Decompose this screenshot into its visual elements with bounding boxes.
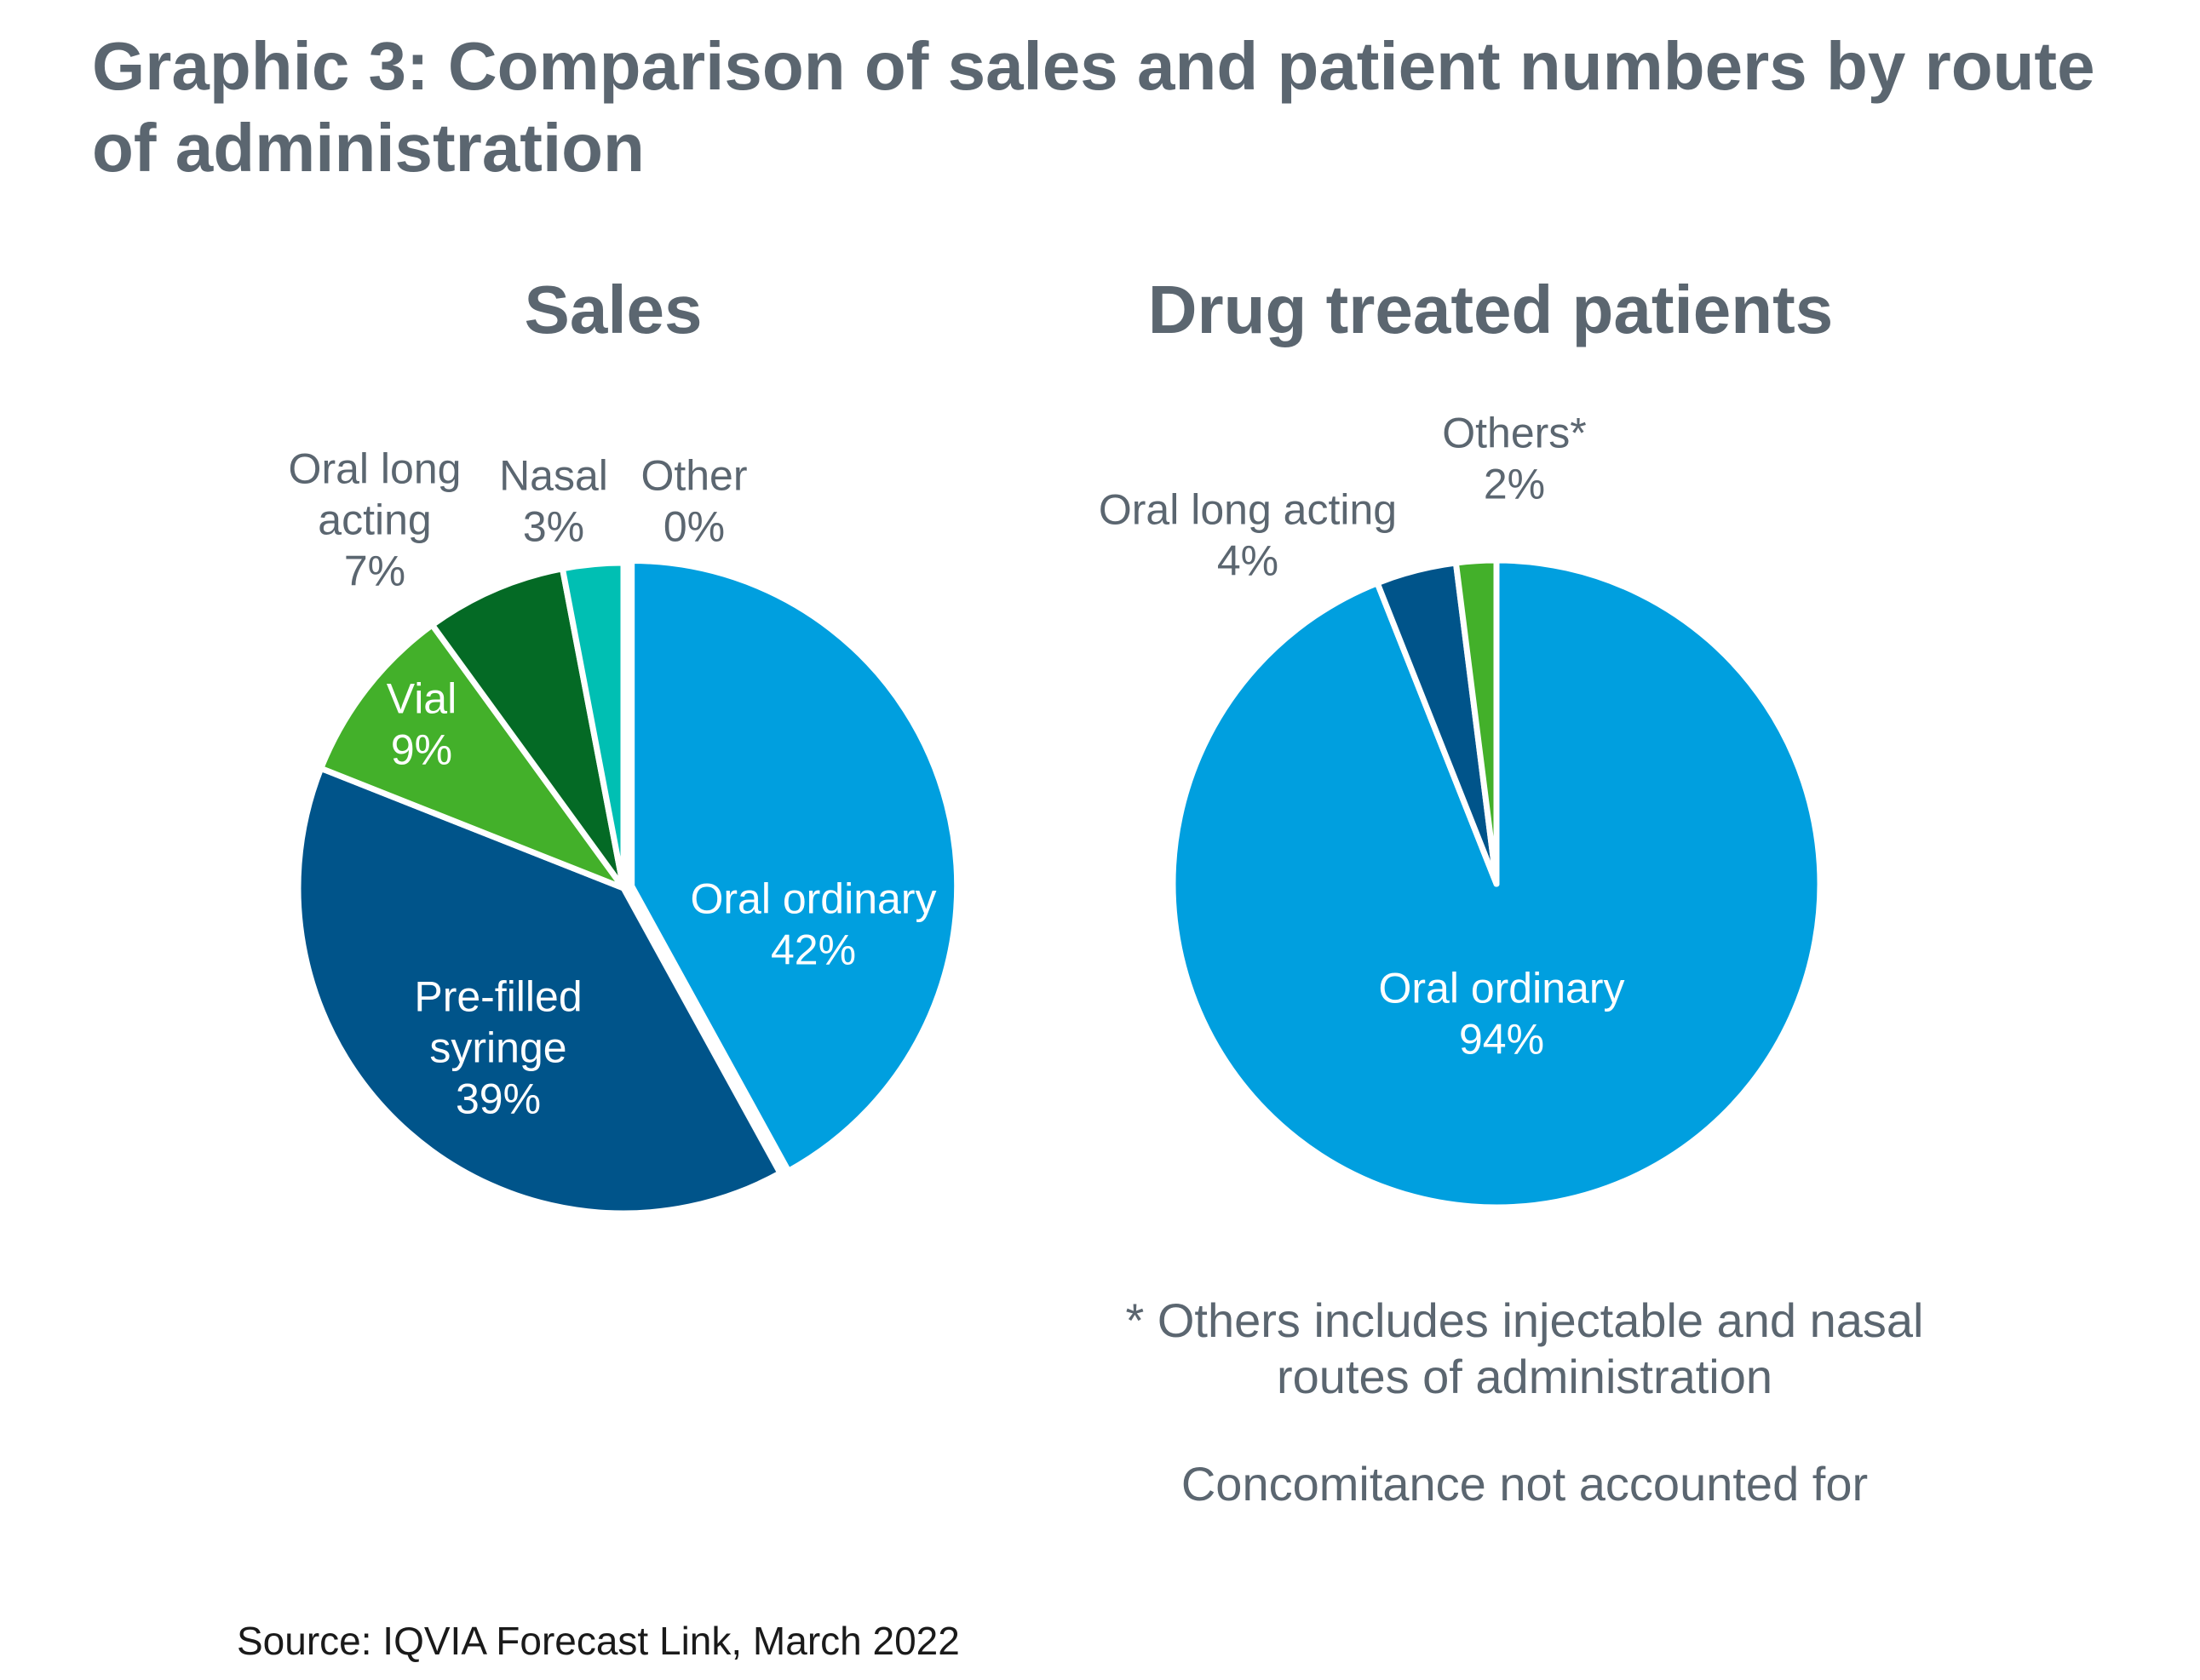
footnote-others: * Others includes injectable and nasal r… (1005, 1293, 2044, 1405)
data-label-oral-long-acting: Oral long acting 4% (1099, 486, 1397, 585)
data-label-vial: Vial 9% (387, 675, 457, 774)
patients-chart-title: Drug treated patients (1147, 272, 1834, 347)
footnote-line-2: routes of administration (1276, 1350, 1773, 1403)
data-label-pre-filled-syringe: Pre-filled syringe 39% (414, 973, 582, 1123)
data-label-nasal: Nasal 3% (499, 452, 608, 551)
data-label-oral-long-acting: Oral long acting 7% (289, 445, 462, 595)
footnote-concomitance: Concomitance not accounted for (1180, 1457, 1869, 1511)
data-label-others: Others* 2% (1442, 410, 1587, 508)
pie-slice-others (1452, 557, 1500, 887)
sales-pie: Oral ordinary 42% Pre-filled syringe 39% Vial… (289, 445, 961, 1217)
pie-slice-vial (318, 622, 627, 892)
sales-chart-title: Sales (524, 272, 703, 347)
source-note: Source: IQVIA Forecast Link, March 2022 (237, 1619, 960, 1663)
data-label-oral-ordinary: Oral ordinary 42% (691, 875, 937, 974)
pie-slice-oral-ordinary (629, 558, 961, 1174)
data-label-oral-ordinary: Oral ordinary 94% (1379, 965, 1625, 1064)
patients-pie: Oral ordinary 94% Oral long acting 4% Others… (1099, 410, 1824, 1211)
footnote-line-1: * Others includes injectable and nasal (1125, 1293, 1924, 1347)
pie-slice-nasal (559, 559, 627, 892)
page-title: Graphic 3: Comparison of sales and patie… (92, 28, 2095, 186)
pie-slice-pre-filled-syringe (295, 765, 784, 1217)
data-label-other: Other 0% (640, 452, 747, 551)
